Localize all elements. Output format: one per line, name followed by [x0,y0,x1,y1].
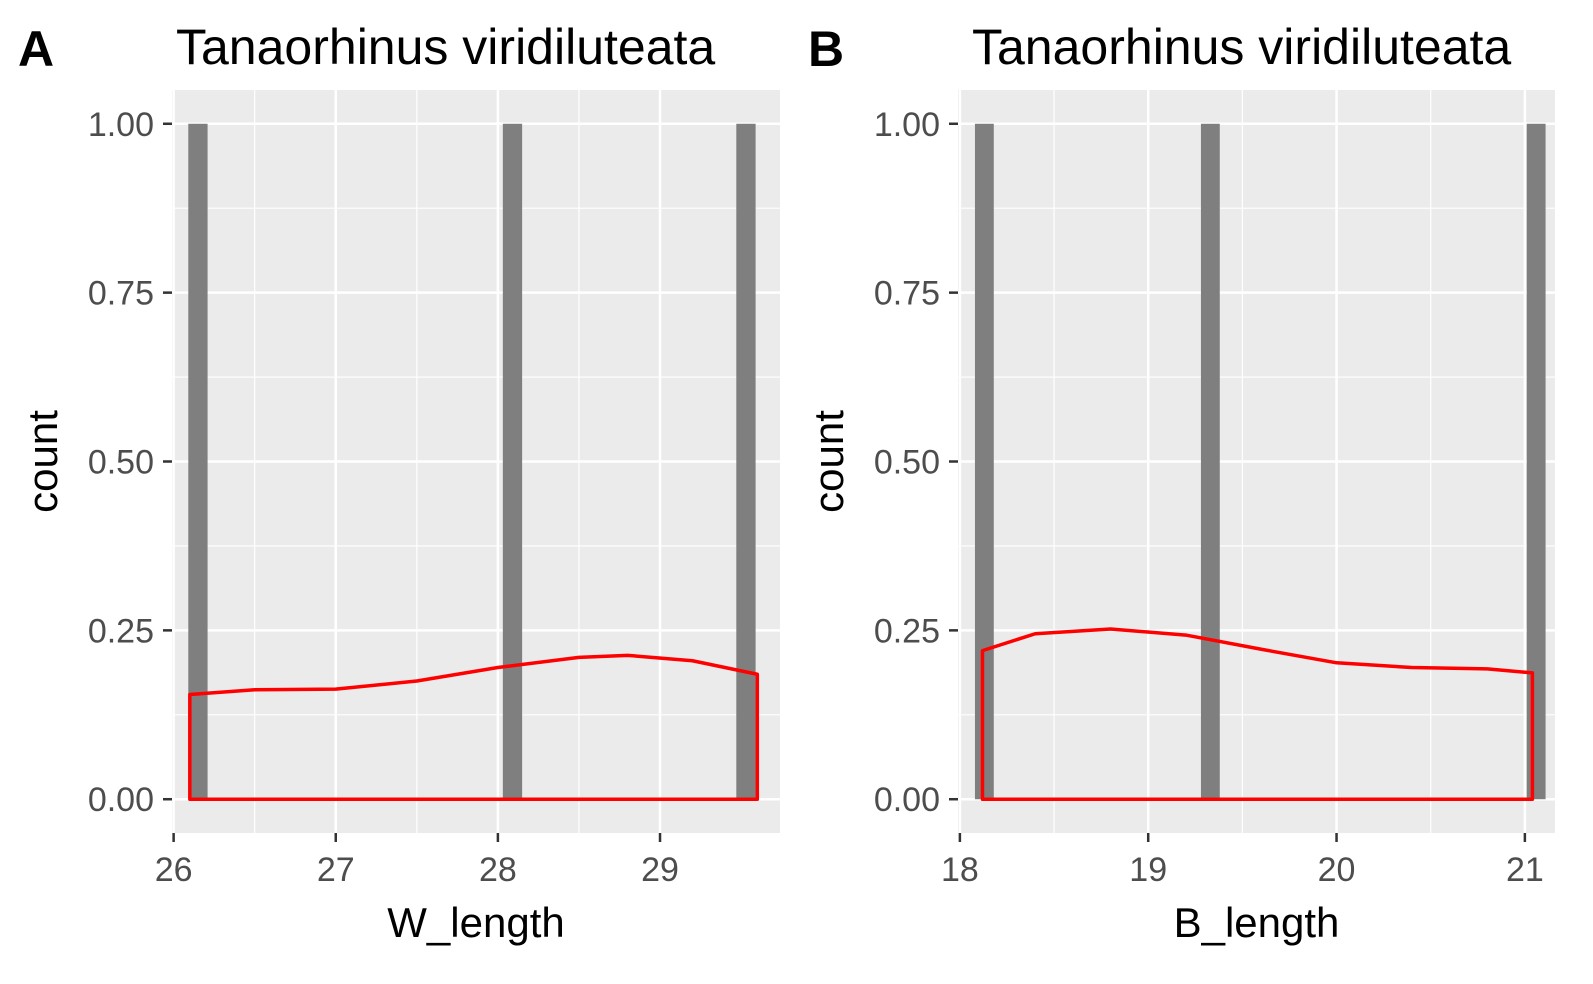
panel-a: A Tanaorhinus viridiluteata 0.00 0.25 0.50… [18,19,780,946]
plot-title-b: Tanaorhinus viridiluteata [972,19,1511,75]
density-curve [188,653,760,801]
y-tick-label: 0.00 [88,781,154,819]
y-tick-label: 1.00 [874,106,940,144]
panel-letter-b: B [808,21,844,77]
x-axis-title: W_length [387,899,564,946]
histogram-bar [502,123,523,800]
y-axis-title: count [805,410,852,513]
histogram-bar [1200,123,1220,800]
x-tick-label: 26 [155,851,193,889]
y-tick-label: 1.00 [88,106,154,144]
y-axis-title: count [19,410,66,513]
x-axis-title: B_length [1174,899,1340,946]
histogram-bar [736,123,756,800]
x-tick-label: 27 [317,851,355,889]
x-tick-label: 18 [941,851,979,889]
y-tick-label: 0.50 [88,444,154,482]
y-tick-label: 0.25 [88,612,154,650]
panel-b: B Tanaorhinus viridiluteata 0.00 0.25 0.50… [805,19,1555,946]
x-tick-label: 29 [641,851,679,889]
y-tick-label: 0.75 [874,275,940,313]
histogram-bar [1526,123,1546,800]
density-curve [980,627,1535,801]
y-tick-label: 0.00 [874,781,940,819]
x-tick-label: 28 [479,851,517,889]
panel-letter-a: A [18,21,54,77]
y-tick-label: 0.50 [874,444,940,482]
y-tick-label: 0.25 [874,612,940,650]
x-tick-label: 19 [1129,851,1167,889]
y-tick-label: 0.75 [88,275,154,313]
plot-title-a: Tanaorhinus viridiluteata [176,19,715,75]
histogram-bar [188,123,208,800]
histogram-bar [974,123,994,800]
x-tick-label: 21 [1506,851,1544,889]
x-tick-label: 20 [1318,851,1356,889]
